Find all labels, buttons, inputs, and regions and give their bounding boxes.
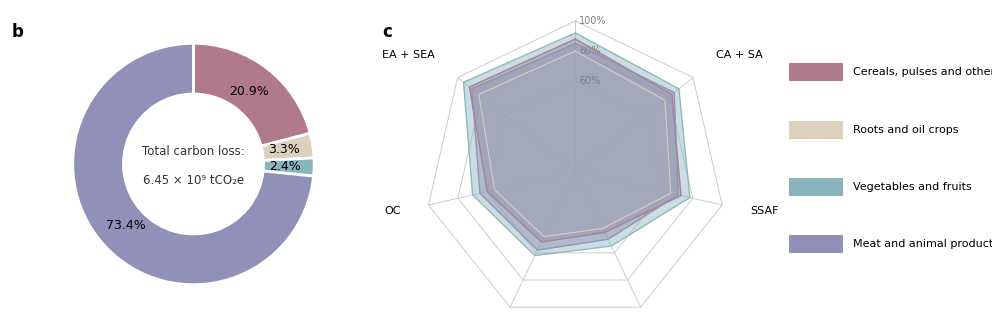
Text: 6.45 × 10⁹ tCO₂e: 6.45 × 10⁹ tCO₂e <box>143 174 244 187</box>
Wedge shape <box>263 158 314 176</box>
Polygon shape <box>472 44 679 250</box>
Text: 60%: 60% <box>579 76 600 86</box>
Text: 73.4%: 73.4% <box>105 219 145 232</box>
Text: c: c <box>382 23 392 41</box>
Text: CA + SA: CA + SA <box>715 50 762 60</box>
Text: 2.4%: 2.4% <box>269 160 301 173</box>
Wedge shape <box>193 43 310 146</box>
Wedge shape <box>72 43 313 285</box>
Text: Total carbon loss:: Total carbon loss: <box>142 145 245 158</box>
Text: EA + SEA: EA + SEA <box>383 50 435 60</box>
Text: 80%: 80% <box>579 46 600 56</box>
Text: Cereals, pulses and others: Cereals, pulses and others <box>853 67 992 77</box>
Wedge shape <box>261 133 314 160</box>
Text: 3.3%: 3.3% <box>268 143 300 156</box>
Polygon shape <box>469 39 682 242</box>
Text: OC: OC <box>384 206 401 216</box>
Text: Roots and oil crops: Roots and oil crops <box>853 125 958 134</box>
Text: SSAF: SSAF <box>750 206 779 216</box>
Polygon shape <box>479 51 671 236</box>
Text: b: b <box>12 23 24 41</box>
Text: Meat and animal products: Meat and animal products <box>853 239 992 249</box>
Text: 20.9%: 20.9% <box>229 85 269 98</box>
Polygon shape <box>463 33 689 256</box>
Text: 100%: 100% <box>579 16 606 26</box>
Text: Vegetables and fruits: Vegetables and fruits <box>853 182 972 192</box>
